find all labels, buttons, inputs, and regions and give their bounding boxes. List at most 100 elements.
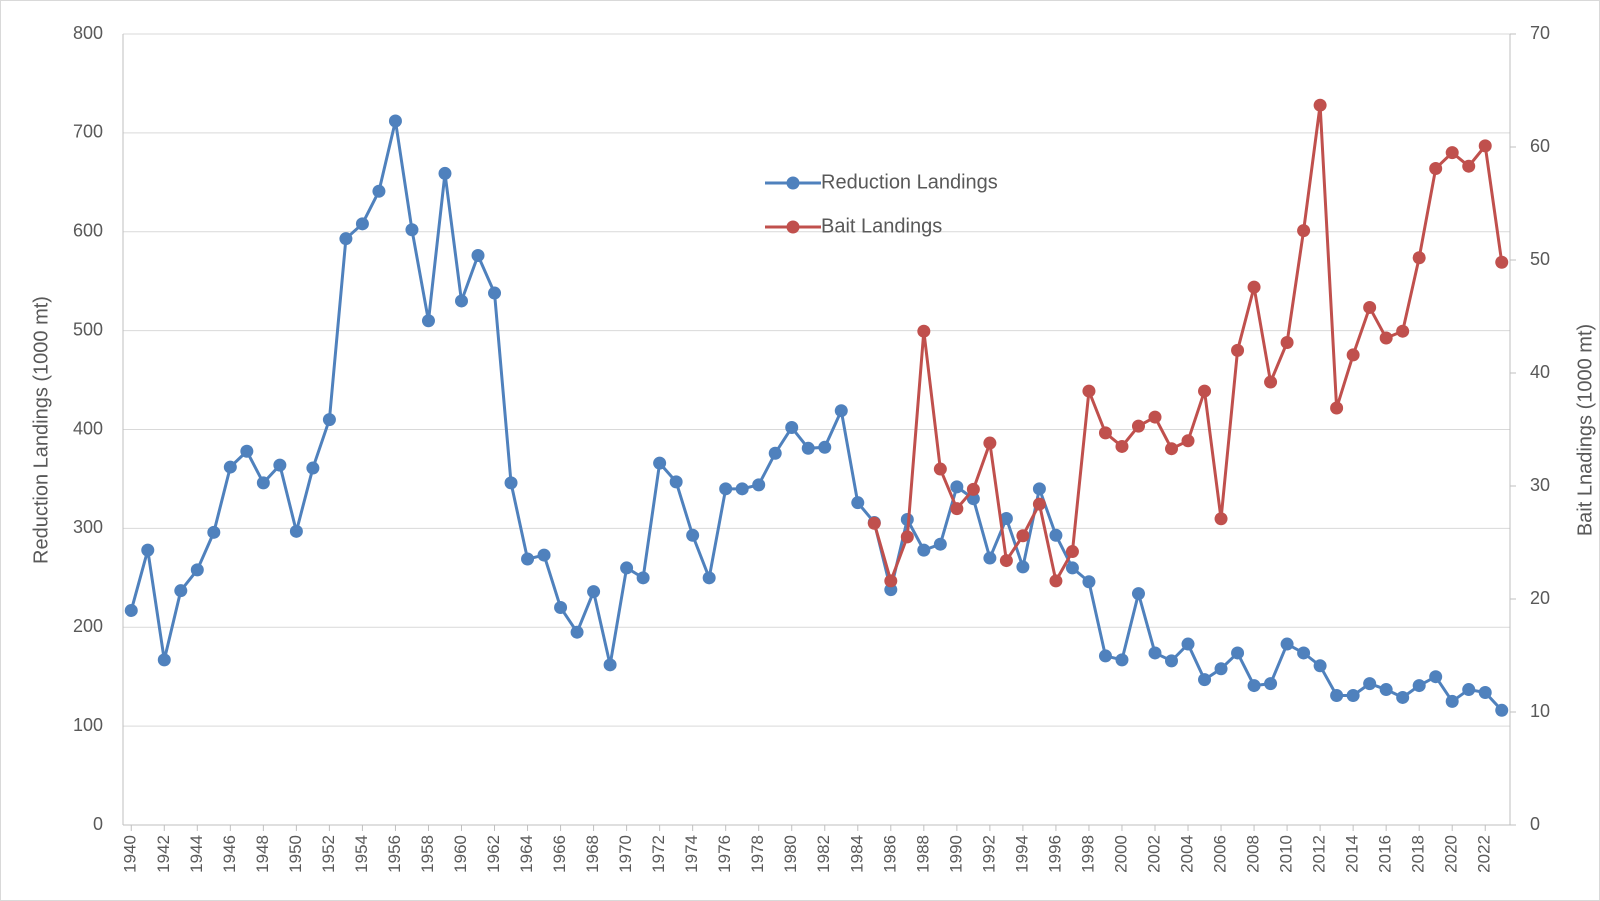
data-point <box>768 446 782 460</box>
data-point <box>471 248 485 262</box>
data-point <box>223 460 237 474</box>
data-point <box>1280 637 1294 651</box>
data-point <box>1082 384 1096 398</box>
data-point <box>1231 343 1245 357</box>
x-tick-label: 2002 <box>1144 835 1163 873</box>
data-point <box>322 413 336 427</box>
data-point <box>983 436 997 450</box>
data-point <box>207 525 221 539</box>
data-point <box>917 324 931 338</box>
data-point <box>1165 654 1179 668</box>
y2-axis-label: Bait Lnadings (1000 mt) <box>1574 324 1596 536</box>
x-tick-label: 2006 <box>1211 835 1230 873</box>
data-point <box>1330 401 1344 415</box>
y-axis-label: Reduction Landings (1000 mt) <box>30 296 52 564</box>
data-point <box>1198 384 1212 398</box>
data-point <box>1396 690 1410 704</box>
data-point <box>1247 280 1261 294</box>
x-tick-label: 1956 <box>385 835 404 873</box>
data-point <box>933 537 947 551</box>
data-point <box>1363 300 1377 314</box>
x-tick-label: 2012 <box>1310 835 1329 873</box>
data-point <box>306 461 320 475</box>
x-tick-label: 1946 <box>220 835 239 873</box>
data-point <box>801 441 815 455</box>
x-tick-label: 1960 <box>451 835 470 873</box>
data-point <box>1181 434 1195 448</box>
data-point <box>388 114 402 128</box>
data-point <box>653 456 667 470</box>
data-point <box>504 476 518 490</box>
data-point <box>702 571 716 585</box>
x-tick-label: 1998 <box>1078 835 1097 873</box>
y2-tick-label: 0 <box>1530 814 1540 834</box>
data-point <box>339 232 353 246</box>
x-tick-label: 1966 <box>550 835 569 873</box>
y2-tick-label: 50 <box>1530 249 1550 269</box>
legend-label: Reduction Landings <box>821 171 998 193</box>
x-tick-label: 1994 <box>1012 835 1031 873</box>
x-tick-label: 1940 <box>121 835 140 873</box>
data-point <box>1313 98 1327 112</box>
y-tick-label: 700 <box>73 122 103 142</box>
x-tick-label: 2010 <box>1277 835 1296 873</box>
y-tick-label: 800 <box>73 23 103 43</box>
data-point <box>950 502 964 516</box>
data-point <box>1247 679 1261 693</box>
data-point <box>554 600 568 614</box>
x-tick-label: 1974 <box>682 835 701 873</box>
data-point <box>1115 439 1129 453</box>
data-point <box>521 552 535 566</box>
y-tick-label: 0 <box>93 814 103 834</box>
data-point <box>1412 679 1426 693</box>
data-point <box>537 548 551 562</box>
data-point <box>1131 587 1145 601</box>
data-point <box>1264 375 1278 389</box>
x-tick-label: 2008 <box>1244 835 1263 873</box>
data-point <box>1495 255 1509 269</box>
data-point <box>999 511 1013 525</box>
data-point <box>1231 646 1245 660</box>
x-tick-label: 2016 <box>1376 835 1395 873</box>
data-point <box>1363 677 1377 691</box>
data-point <box>1280 335 1294 349</box>
data-point <box>240 444 254 458</box>
data-point <box>818 440 832 454</box>
data-point <box>950 480 964 494</box>
legend-marker <box>786 220 800 234</box>
data-point <box>1049 574 1063 588</box>
data-point <box>1181 637 1195 651</box>
x-tick-label: 2014 <box>1343 835 1362 873</box>
x-tick-label: 1988 <box>913 835 932 873</box>
data-point <box>1429 161 1443 175</box>
data-point <box>124 603 138 617</box>
x-tick-label: 1958 <box>418 835 437 873</box>
data-point <box>1016 529 1030 543</box>
data-point <box>834 404 848 418</box>
x-tick-label: 1968 <box>583 835 602 873</box>
y2-tick-label: 40 <box>1530 362 1550 382</box>
data-point <box>1495 703 1509 717</box>
data-point <box>983 551 997 565</box>
x-tick-label: 1950 <box>286 835 305 873</box>
data-point <box>933 462 947 476</box>
data-point <box>1214 512 1228 526</box>
data-point <box>1131 419 1145 433</box>
y2-tick-label: 30 <box>1530 475 1550 495</box>
data-point <box>1214 662 1228 676</box>
y2-tick-label: 70 <box>1530 23 1550 43</box>
data-point <box>1049 528 1063 542</box>
data-point <box>1396 324 1410 338</box>
x-tick-label: 1972 <box>649 835 668 873</box>
x-tick-label: 1976 <box>715 835 734 873</box>
data-point <box>273 458 287 472</box>
data-point <box>141 543 155 557</box>
x-tick-label: 1964 <box>517 835 536 873</box>
legend-marker <box>786 176 800 190</box>
data-point <box>1165 442 1179 456</box>
x-tick-label: 2004 <box>1178 835 1197 873</box>
data-point <box>1032 482 1046 496</box>
x-tick-label: 1980 <box>781 835 800 873</box>
data-point <box>438 166 452 180</box>
